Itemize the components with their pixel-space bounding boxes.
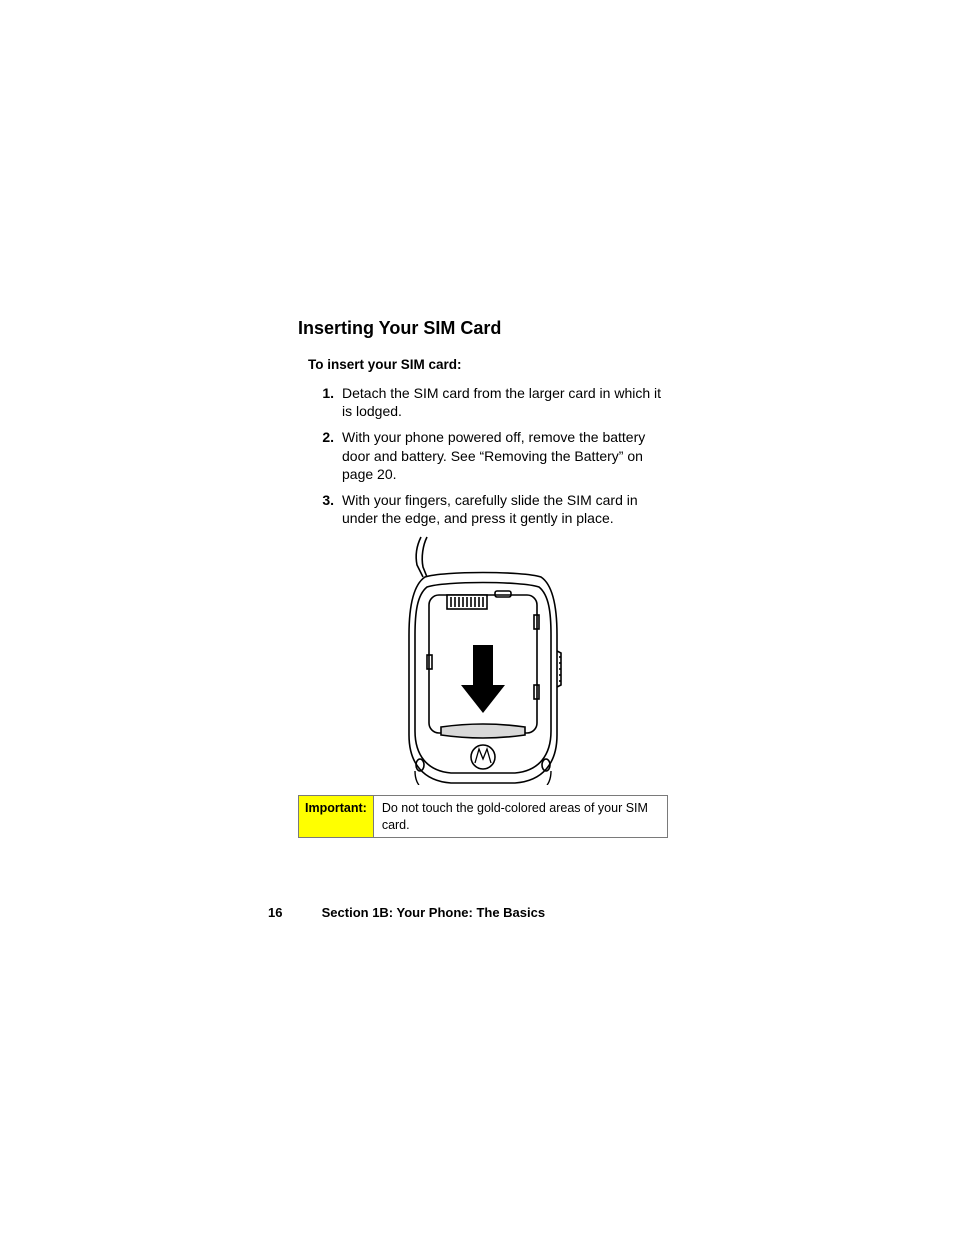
note-text: Do not touch the gold-colored areas of y…: [374, 796, 667, 837]
list-item: 2. With your phone powered off, remove t…: [308, 428, 668, 483]
section-heading: Inserting Your SIM Card: [298, 318, 668, 339]
page: Inserting Your SIM Card To insert your S…: [0, 0, 954, 1235]
page-number: 16: [268, 905, 318, 920]
note-label: Important:: [299, 796, 374, 837]
important-note: Important: Do not touch the gold-colored…: [298, 795, 668, 838]
list-item: 1. Detach the SIM card from the larger c…: [308, 384, 668, 420]
sub-heading: To insert your SIM card:: [298, 357, 668, 372]
steps-list: 1. Detach the SIM card from the larger c…: [298, 384, 668, 527]
step-number: 1.: [308, 384, 334, 420]
phone-diagram-icon: [403, 535, 563, 785]
step-text: Detach the SIM card from the larger card…: [342, 384, 668, 420]
step-number: 2.: [308, 428, 334, 483]
section-title: Section 1B: Your Phone: The Basics: [322, 905, 545, 920]
content-block: Inserting Your SIM Card To insert your S…: [298, 318, 668, 838]
list-item: 3. With your fingers, carefully slide th…: [308, 491, 668, 527]
step-text: With your phone powered off, remove the …: [342, 428, 668, 483]
step-text: With your fingers, carefully slide the S…: [342, 491, 668, 527]
step-number: 3.: [308, 491, 334, 527]
page-footer: 16 Section 1B: Your Phone: The Basics: [268, 905, 545, 920]
